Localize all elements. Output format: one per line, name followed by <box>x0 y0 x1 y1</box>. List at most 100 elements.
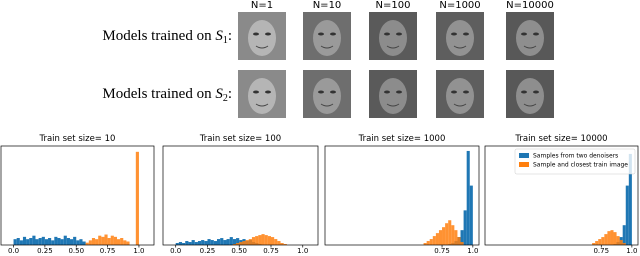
face-mouth <box>453 45 467 49</box>
histogram-bar <box>457 237 461 245</box>
histogram-bar <box>110 235 114 245</box>
x-tick-label: 1.0 <box>467 247 478 255</box>
histogram-bar <box>463 210 467 245</box>
histogram-bar <box>248 239 252 245</box>
face-eye <box>265 90 271 94</box>
histogram-bar <box>79 239 83 245</box>
histogram-bar <box>283 244 287 245</box>
histogram-bar <box>239 242 243 245</box>
plot-frame <box>162 145 319 246</box>
face-mouth <box>453 103 467 107</box>
histogram-bar <box>207 239 211 245</box>
histogram-bar <box>51 240 55 245</box>
histogram-bar <box>613 232 617 245</box>
chart-title: Train set size= 1000 <box>358 134 446 144</box>
x-tick-label: 1.0 <box>133 247 144 255</box>
face-shape <box>516 78 544 114</box>
histogram-bar <box>88 240 92 245</box>
histogram-bar <box>57 238 61 245</box>
x-tick-label: 0.25 <box>200 247 216 255</box>
row-math: S <box>215 28 223 44</box>
face-eye <box>451 90 457 94</box>
histogram-bar <box>261 234 265 245</box>
x-tick-label: 0.75 <box>263 247 279 255</box>
chart-title: Train set size= 100 <box>199 134 281 144</box>
histogram-bar <box>220 238 224 245</box>
face-eye <box>384 90 390 94</box>
legend-label: Samples from two denoisers <box>533 153 618 160</box>
histogram-bar <box>245 240 249 245</box>
histogram-bar <box>423 243 427 245</box>
face-mouth <box>386 45 400 49</box>
legend-swatch <box>519 162 529 167</box>
face-eye <box>533 32 539 36</box>
histogram-bar <box>451 225 455 245</box>
histogram-bar <box>619 240 623 245</box>
column-header: N=10000 <box>506 0 554 11</box>
histogram-bar <box>104 234 108 245</box>
face-shape <box>446 20 474 56</box>
histogram-bar <box>258 235 262 245</box>
histogram-bar <box>270 237 275 245</box>
histogram-bar <box>117 239 121 245</box>
histogram-bar <box>16 238 20 245</box>
histogram-bar <box>113 236 118 245</box>
histogram-bar <box>19 240 23 245</box>
histogram-bar <box>191 240 195 245</box>
histogram-bar <box>185 241 189 245</box>
x-tick-label: 0.50 <box>68 247 84 255</box>
row-tail: : <box>228 28 232 44</box>
face-eye <box>396 90 402 94</box>
chart-title: Train set size= 10 <box>39 134 116 144</box>
face-mouth <box>320 45 334 49</box>
histogram-bar <box>216 239 221 245</box>
histogram-bar <box>232 239 237 245</box>
x-tick-label: 0.75 <box>593 247 609 255</box>
x-tick-label: 0.0 <box>170 247 181 255</box>
row-math: S <box>215 86 223 102</box>
histogram-bar <box>76 240 80 245</box>
histogram-bar <box>601 237 605 245</box>
histogram-bar <box>616 236 620 245</box>
face-mouth <box>386 103 400 107</box>
histogram-bar <box>120 238 124 245</box>
row-sub: 2 <box>223 93 228 104</box>
histogram-bar <box>426 241 430 245</box>
histogram-bar <box>595 241 599 245</box>
histogram-bar <box>622 225 626 245</box>
histogram-bar <box>435 233 439 245</box>
histogram-bar <box>178 242 183 245</box>
row-tail: : <box>228 86 232 102</box>
face-shape <box>516 20 544 56</box>
histogram-bar <box>32 235 36 245</box>
histogram-bar <box>44 239 49 245</box>
histogram-bar <box>628 153 632 245</box>
face-shape <box>248 78 276 114</box>
column-header: N=1 <box>251 0 273 11</box>
histogram-bar <box>197 241 202 245</box>
histogram-bar <box>236 243 240 245</box>
face-mouth <box>523 45 537 49</box>
histogram-bar <box>91 238 96 245</box>
histogram-bar <box>438 230 443 245</box>
x-tick-label: 0.25 <box>37 247 53 255</box>
histogram-bar <box>622 243 626 245</box>
histogram-bar <box>35 239 39 245</box>
histogram-bar <box>204 241 208 245</box>
histogram-bar <box>277 241 281 245</box>
histogram-bar <box>85 242 89 245</box>
face-shape <box>379 20 407 56</box>
histogram-bar <box>274 239 278 245</box>
histogram-bar <box>598 239 602 245</box>
face-mouth <box>523 103 537 107</box>
histogram-bar <box>445 223 449 245</box>
histogram-bar <box>123 240 127 245</box>
histogram-bar <box>213 241 217 245</box>
histogram-bar <box>101 236 105 245</box>
histogram-bar <box>201 240 205 245</box>
histogram-bar <box>210 240 214 245</box>
histogram-bar <box>469 185 473 245</box>
histogram-bar <box>226 239 230 245</box>
histogram-bar <box>607 231 611 245</box>
histogram-bar <box>41 236 45 245</box>
